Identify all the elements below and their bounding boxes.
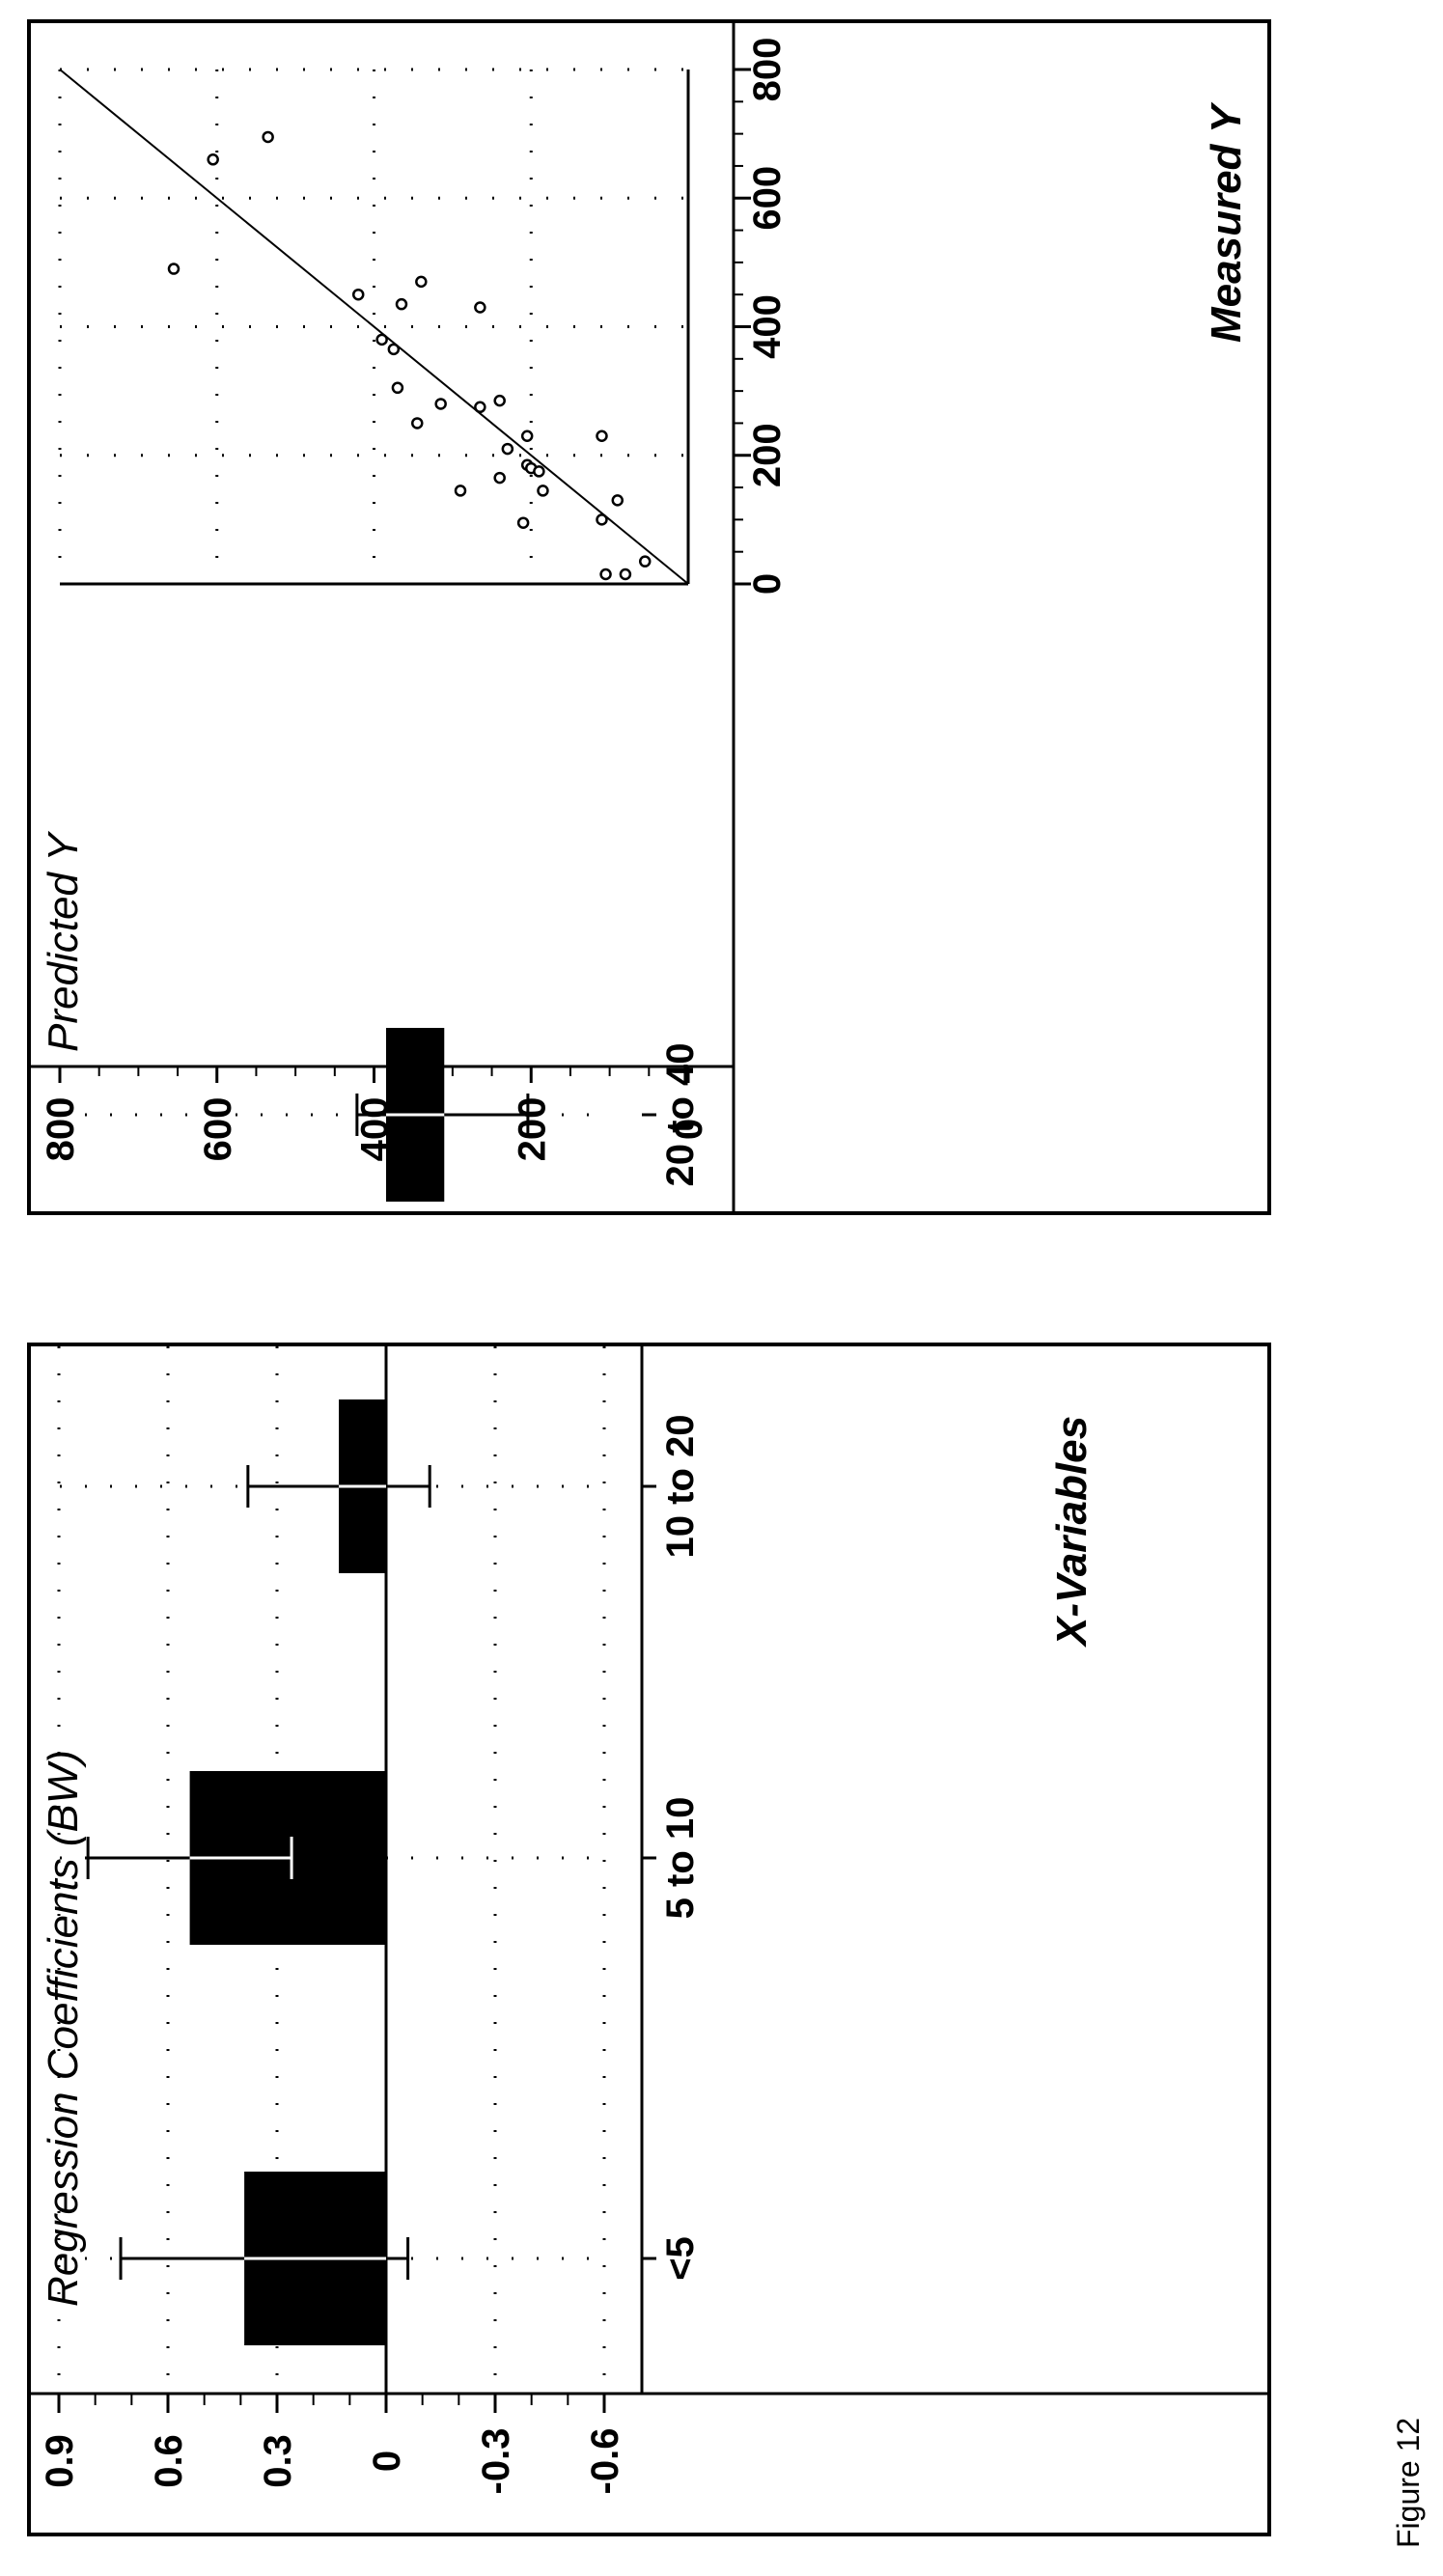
scatter-predicted-tick-label: 0	[668, 1119, 710, 1140]
scatter-measured-tick-label: 600	[746, 166, 789, 231]
scatter-point	[638, 555, 652, 568]
scatter-point	[501, 442, 514, 456]
scatter-point	[351, 288, 365, 301]
bar-value-tick-label: -0.3	[475, 2428, 517, 2495]
error-bar	[246, 1465, 431, 1508]
scatter-point	[415, 275, 428, 289]
bar-category-tick-label: <5	[659, 2236, 702, 2281]
bar-value-tick-label: 0	[366, 2451, 408, 2472]
scatter-predicted-tick-label: 600	[197, 1097, 239, 1162]
scatter-point	[537, 485, 549, 497]
scatter-point	[395, 297, 408, 311]
scatter-point	[493, 471, 506, 485]
scatter-point	[611, 494, 624, 507]
scatter-chart-ticks: 0 200 400 600 800 800 600 400 200 0	[40, 38, 789, 1162]
scatter-point	[520, 429, 534, 443]
bar-category-tick-label: 5 to 10	[659, 1797, 702, 1920]
scatter-chart-frame	[27, 19, 1271, 1215]
bar-chart-marks	[86, 1028, 530, 2345]
scatter-point	[454, 485, 467, 497]
bar-category-tick-label: 10 to 20	[659, 1415, 702, 1559]
scatter-point	[387, 343, 401, 356]
scatter-point	[619, 568, 632, 581]
scatter-chart-marks	[59, 69, 689, 585]
scatter-point	[391, 381, 404, 395]
error-bar	[119, 2237, 410, 2280]
scatter-measured-tick-label: 0	[746, 573, 789, 595]
bar-value-tick-label: 0.6	[148, 2434, 190, 2488]
scatter-point	[596, 429, 608, 443]
scatter-point	[596, 513, 608, 526]
scatter-point	[207, 153, 219, 166]
predicted-vs-measured-chart: 0 200 400 600 800 800 600 400 200 0 Predicted Y M…	[27, 19, 1271, 1215]
scatter-measured-tick-label: 800	[746, 38, 789, 102]
regression-coefficients-chart: 0.9 0.6 0.3 0 -0.3 -0.6 <5 5 to 10 10 to 20 20 to…	[27, 1028, 1271, 2536]
bar-chart-x-axis-label: X-Variables	[1048, 1416, 1096, 1648]
bar-value-tick-label: 0.9	[39, 2434, 81, 2488]
scatter-point	[262, 130, 274, 144]
scatter-chart-axes	[29, 21, 735, 1213]
scatter-point	[474, 401, 486, 414]
bar-value-tick-label: -0.6	[584, 2428, 626, 2495]
scatter-point	[434, 398, 447, 410]
scatter-point	[516, 516, 530, 529]
bar-chart-frame	[27, 1343, 1271, 2536]
scatter-point	[493, 394, 506, 407]
scatter-point	[533, 465, 545, 478]
scatter-predicted-tick-label: 400	[354, 1097, 397, 1162]
scatter-predicted-tick-label: 800	[40, 1097, 82, 1162]
bar-category-tick-label: 20 to 40	[659, 1043, 702, 1187]
scatter-point	[411, 417, 424, 429]
bar-value-tick-label: 0.3	[257, 2434, 299, 2488]
scatter-point	[474, 301, 486, 314]
scatter-point	[167, 263, 180, 275]
scatter-measured-tick-label: 200	[746, 423, 789, 487]
scatter-point	[599, 568, 612, 581]
scatter-chart-y-axis-label: Predicted Y	[40, 831, 87, 1052]
scatter-measured-tick-label: 400	[746, 294, 789, 359]
error-bar	[86, 1837, 293, 1879]
scatter-chart-x-axis-label: Measured Y	[1203, 101, 1250, 343]
scatter-point	[375, 333, 388, 346]
error-bar	[355, 1094, 530, 1136]
scatter-fit-line	[59, 69, 689, 585]
bar-chart-title: Regression Coefficients (BW)	[40, 1750, 87, 2307]
scatter-predicted-tick-label: 200	[511, 1097, 553, 1162]
figure-caption: Figure 12	[1391, 2418, 1426, 2548]
